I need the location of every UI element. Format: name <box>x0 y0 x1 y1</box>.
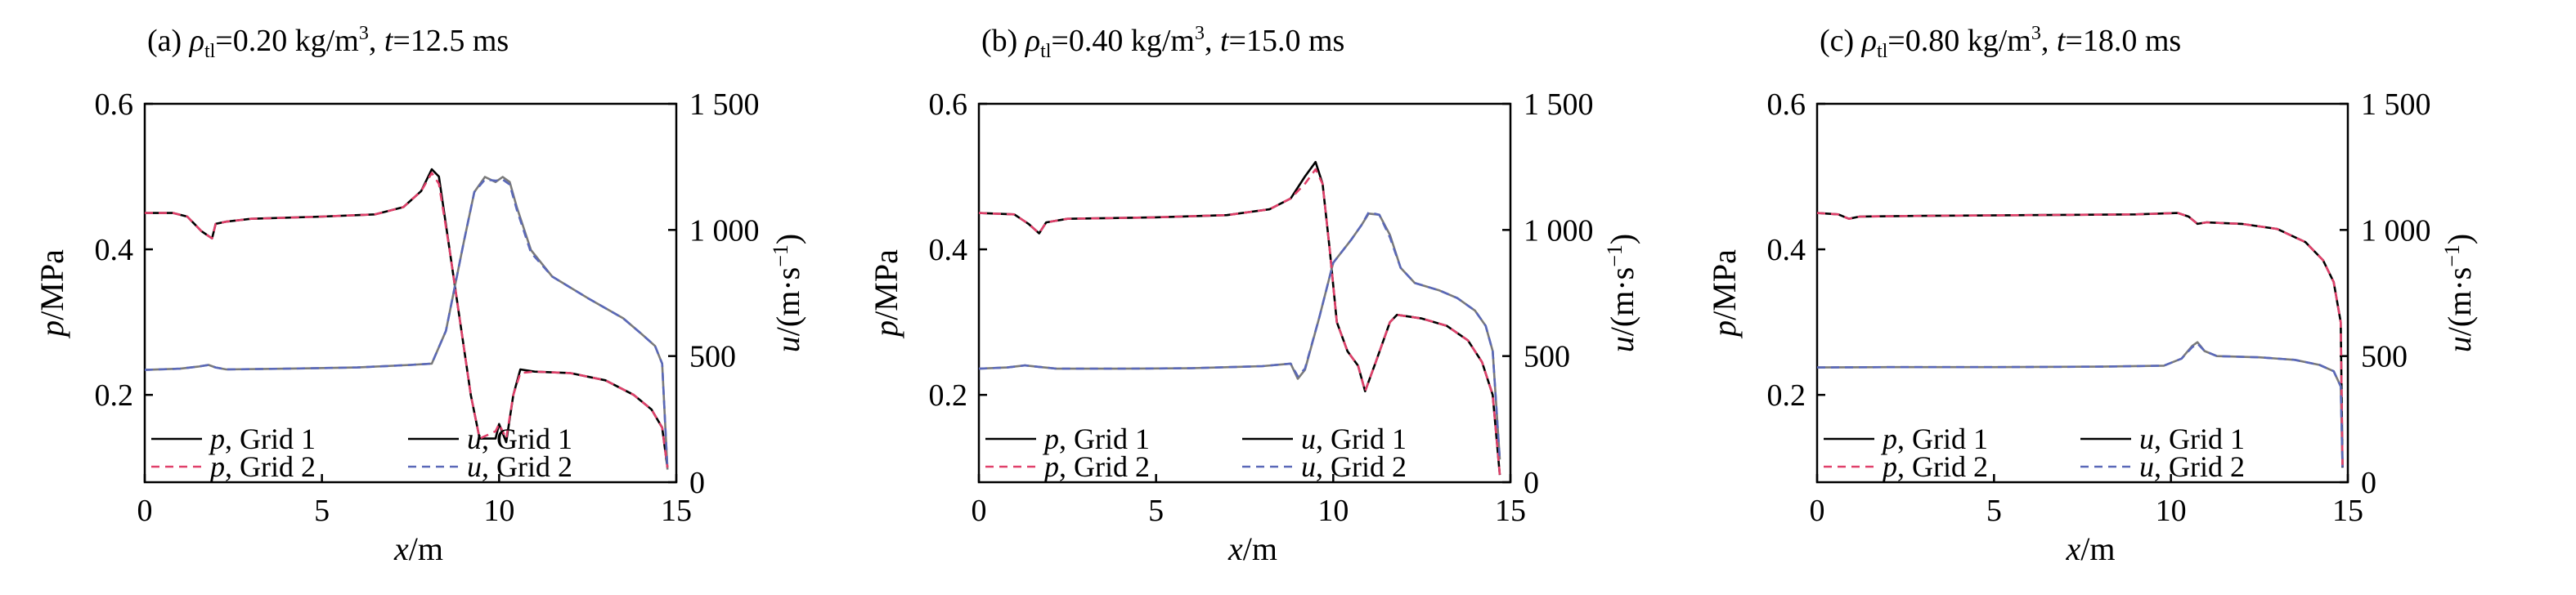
plot-frame <box>1815 102 2349 484</box>
x-tick-label: 15 <box>2332 494 2363 528</box>
x-tick-label: 10 <box>483 494 514 528</box>
x-tick-label: 5 <box>1986 494 2002 528</box>
y-tick-label: 0.4 <box>929 233 968 267</box>
y2-tick-label: 1 000 <box>1524 213 1594 248</box>
x-tick-label: 0 <box>972 494 987 528</box>
y2-tick-label: 0 <box>1524 466 1539 500</box>
panel-title: (c) ρtl=0.80 kg/m3, t=18.0 ms <box>1820 23 2181 62</box>
legend-label: p, Grid 2 <box>208 450 316 483</box>
y2-tick-label: 0 <box>689 466 705 500</box>
y-axis-label: p/MPa <box>868 249 904 339</box>
panel-title: (b) ρtl=0.40 kg/m3, t=15.0 ms <box>981 23 1344 62</box>
y2-axis-label: u/(m·s−1) <box>1603 234 1640 352</box>
legend-label: p, Grid 1 <box>208 423 316 455</box>
legend-label: p, Grid 2 <box>1042 450 1150 483</box>
x-tick-label: 0 <box>137 494 153 528</box>
y2-tick-label: 1 500 <box>1524 87 1594 122</box>
legend-entry: u, Grid 2 <box>2080 450 2245 483</box>
x-tick-label: 10 <box>2156 494 2187 528</box>
legend-entry: p, Grid 2 <box>1824 450 1988 483</box>
series-p-grid2 <box>979 168 1501 476</box>
x-axis-label: x/m <box>1227 530 1277 567</box>
legend-entry: u, Grid 2 <box>1242 450 1407 483</box>
x-axis-label: x/m <box>393 530 443 567</box>
y-tick-label: 0.4 <box>95 233 134 267</box>
y2-tick-label: 1 000 <box>2361 213 2431 248</box>
y2-tick-label: 1 000 <box>689 213 760 248</box>
x-axis-label: x/m <box>2066 530 2116 567</box>
legend-entry: u, Grid 1 <box>1242 423 1407 455</box>
y-tick-label: 0.4 <box>1767 233 1806 267</box>
y-tick-label: 0.6 <box>95 87 134 122</box>
y-axis-label: p/MPa <box>34 249 70 339</box>
y2-axis-label: u/(m·s−1) <box>769 234 806 352</box>
legend-label: u, Grid 2 <box>467 450 572 483</box>
series-p-grid2 <box>1817 212 2344 468</box>
y2-tick-label: 500 <box>2361 340 2408 374</box>
x-tick-label: 0 <box>1810 494 1825 528</box>
legend-entry: p, Grid 1 <box>151 423 316 455</box>
legend-entry: u, Grid 2 <box>408 450 572 483</box>
legend-label: u, Grid 1 <box>467 423 572 455</box>
y2-tick-label: 1 500 <box>689 87 760 122</box>
x-tick-label: 10 <box>1317 494 1349 528</box>
panel-title: (a) ρtl=0.20 kg/m3, t=12.5 ms <box>147 23 509 62</box>
legend-entry: u, Grid 1 <box>408 423 572 455</box>
legend-label: p, Grid 2 <box>1880 450 1988 483</box>
y-tick-label: 0.6 <box>929 87 968 122</box>
legend-label: p, Grid 1 <box>1042 423 1150 455</box>
chart-panel-a: (a) ρtl=0.20 kg/m3, t=12.5 ms 0 5 10 15 0.2 0.… <box>34 23 806 567</box>
legend-label: p, Grid 1 <box>1880 423 1988 455</box>
x-tick-label: 15 <box>1495 494 1526 528</box>
y2-axis-label: u/(m·s−1) <box>2440 234 2478 352</box>
y-tick-label: 0.6 <box>1767 87 1806 122</box>
y2-tick-label: 500 <box>689 340 736 374</box>
legend-label: u, Grid 2 <box>2139 450 2245 483</box>
x-tick-label: 5 <box>314 494 330 528</box>
legend-label: u, Grid 2 <box>1301 450 1407 483</box>
chart-panel-c: (c) ρtl=0.80 kg/m3, t=18.0 ms 0 5 10 15 0.2 0.… <box>1706 23 2478 567</box>
legend-label: u, Grid 1 <box>2139 423 2245 455</box>
y2-tick-label: 0 <box>2361 466 2376 500</box>
plot-frame <box>143 102 678 484</box>
series-u-grid2 <box>979 211 1501 460</box>
plot-frame <box>977 102 1512 484</box>
y-tick-label: 0.2 <box>95 378 134 413</box>
x-tick-label: 15 <box>661 494 692 528</box>
series-u-grid2 <box>145 178 669 470</box>
legend-entry: p, Grid 1 <box>985 423 1150 455</box>
series-p-grid2 <box>145 172 669 468</box>
legend-label: u, Grid 1 <box>1301 423 1407 455</box>
y-tick-label: 0.2 <box>1767 378 1806 413</box>
y2-tick-label: 1 500 <box>2361 87 2431 122</box>
chart-panel-b: (b) ρtl=0.40 kg/m3, t=15.0 ms 0 5 10 15 0.2 0.… <box>868 23 1640 567</box>
series-u-grid2 <box>1817 342 2344 468</box>
legend-entry: p, Grid 2 <box>985 450 1150 483</box>
legend-entry: u, Grid 1 <box>2080 423 2245 455</box>
x-tick-label: 5 <box>1148 494 1164 528</box>
legend-entry: p, Grid 1 <box>1824 423 1988 455</box>
legend-entry: p, Grid 2 <box>151 450 316 483</box>
y-tick-label: 0.2 <box>929 378 968 413</box>
y2-tick-label: 500 <box>1524 340 1570 374</box>
y-axis-label: p/MPa <box>1706 249 1743 339</box>
